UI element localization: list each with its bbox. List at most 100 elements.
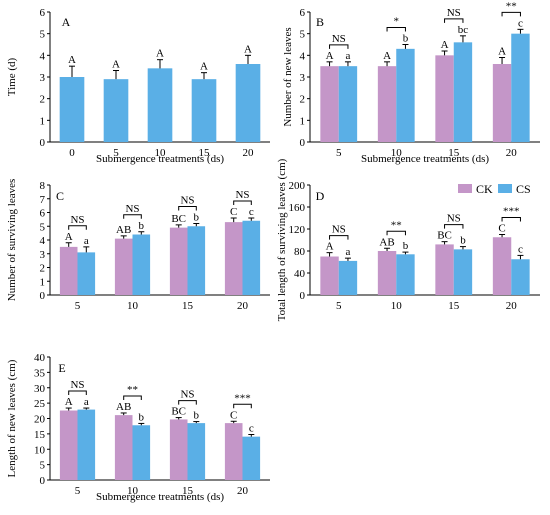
x-tick-label: 15 bbox=[448, 147, 460, 159]
bar bbox=[187, 423, 206, 480]
significance-letter: b bbox=[403, 33, 409, 45]
significance-letter: A bbox=[441, 39, 449, 51]
significance-letter: A bbox=[244, 43, 252, 55]
bar bbox=[435, 244, 454, 295]
x-tick-label: 15 bbox=[182, 485, 194, 497]
bar bbox=[191, 79, 217, 142]
legend-swatch bbox=[498, 184, 512, 193]
bar bbox=[59, 410, 78, 480]
significance-letter: A bbox=[326, 241, 334, 253]
significance-letter: bc bbox=[458, 24, 469, 36]
bar bbox=[224, 423, 243, 480]
bar bbox=[453, 42, 473, 143]
x-tick-label: 10 bbox=[127, 485, 139, 497]
comparison-significance: NS bbox=[447, 7, 461, 19]
bar bbox=[511, 259, 530, 295]
y-tick-label: 3 bbox=[40, 249, 46, 261]
y-tick-label: 0 bbox=[40, 137, 46, 149]
comparison-significance: NS bbox=[180, 195, 194, 207]
bar bbox=[320, 256, 339, 295]
y-tick-label: 0 bbox=[40, 290, 46, 302]
x-tick-label: 5 bbox=[113, 147, 119, 159]
x-tick-label: 10 bbox=[127, 300, 139, 312]
x-tick-label: 20 bbox=[506, 300, 518, 312]
bar bbox=[511, 33, 530, 142]
legend-label: CS bbox=[516, 182, 531, 196]
comparison-significance: ** bbox=[127, 384, 138, 396]
bar bbox=[77, 252, 96, 295]
significance-letter: a bbox=[84, 235, 89, 247]
comparison-significance: NS bbox=[70, 214, 84, 226]
x-tick-label: 15 bbox=[448, 300, 460, 312]
bar bbox=[492, 64, 512, 142]
y-tick-label: 5 bbox=[40, 29, 46, 41]
bar bbox=[59, 77, 85, 142]
comparison-bracket bbox=[178, 206, 197, 211]
significance-letter: b bbox=[460, 235, 466, 247]
significance-letter: b bbox=[139, 220, 145, 232]
comparison-bracket bbox=[233, 403, 252, 409]
significance-letter: b bbox=[194, 212, 200, 224]
panel-tag: B bbox=[316, 15, 324, 29]
bar bbox=[396, 48, 415, 143]
bar bbox=[224, 222, 243, 295]
y-tick-label: 80 bbox=[294, 246, 306, 258]
bar bbox=[59, 246, 78, 295]
y-tick-label: 5 bbox=[40, 221, 46, 233]
comparison-bracket bbox=[329, 44, 349, 49]
y-tick-label: 6 bbox=[40, 7, 46, 19]
y-tick-label: 35 bbox=[34, 367, 46, 379]
comparison-significance: NS bbox=[125, 203, 139, 215]
panel-tag: D bbox=[316, 189, 325, 203]
y-tick-label: 2 bbox=[300, 94, 306, 106]
y-tick-label: 5 bbox=[40, 460, 46, 472]
y-tick-label: 160 bbox=[289, 202, 306, 214]
y-tick-label: 8 bbox=[40, 180, 46, 192]
y-axis-label: Number of surviving leaves bbox=[6, 179, 18, 302]
y-tick-label: 200 bbox=[289, 180, 306, 192]
comparison-significance: NS bbox=[332, 33, 346, 45]
y-tick-label: 6 bbox=[300, 7, 306, 19]
significance-letter: b bbox=[403, 240, 409, 252]
comparison-bracket bbox=[123, 214, 142, 219]
x-tick-label: 20 bbox=[237, 300, 249, 312]
y-tick-label: 1 bbox=[300, 115, 306, 127]
y-tick-label: 7 bbox=[40, 194, 46, 206]
comparison-significance: * bbox=[394, 16, 400, 28]
significance-letter: AB bbox=[379, 236, 394, 248]
x-axis-label: Submergence treatments (ds) bbox=[96, 491, 224, 503]
y-tick-label: 40 bbox=[34, 352, 46, 364]
bar bbox=[396, 254, 415, 295]
y-tick-label: 0 bbox=[300, 137, 306, 149]
y-tick-label: 6 bbox=[40, 208, 46, 220]
comparison-bracket bbox=[386, 27, 406, 32]
bar bbox=[377, 66, 397, 142]
comparison-significance: NS bbox=[180, 389, 194, 401]
significance-letter: A bbox=[112, 59, 120, 71]
bar bbox=[114, 238, 133, 295]
bar bbox=[492, 237, 512, 295]
significance-letter: A bbox=[200, 61, 208, 73]
y-tick-label: 20 bbox=[34, 414, 46, 426]
y-tick-label: 120 bbox=[289, 224, 306, 236]
significance-letter: b bbox=[194, 410, 200, 422]
significance-letter: BC bbox=[171, 213, 186, 225]
y-tick-label: 40 bbox=[294, 268, 306, 280]
significance-letter: C bbox=[230, 409, 237, 421]
significance-letter: c bbox=[249, 422, 254, 434]
comparison-significance: NS bbox=[332, 224, 346, 236]
panel-e: 0 5 10 15 20 25 30 35 40 E Length of new leaves (c… bbox=[6, 352, 270, 503]
bar bbox=[338, 260, 358, 295]
x-tick-label: 5 bbox=[75, 300, 81, 312]
bar bbox=[320, 66, 339, 142]
comparison-bracket bbox=[68, 390, 87, 396]
bar bbox=[377, 251, 397, 295]
bar bbox=[242, 220, 261, 295]
comparison-bracket bbox=[178, 400, 197, 405]
significance-letter: A bbox=[65, 231, 73, 243]
comparison-significance: *** bbox=[503, 206, 520, 218]
significance-letter: c bbox=[249, 206, 254, 218]
bar bbox=[242, 436, 261, 480]
